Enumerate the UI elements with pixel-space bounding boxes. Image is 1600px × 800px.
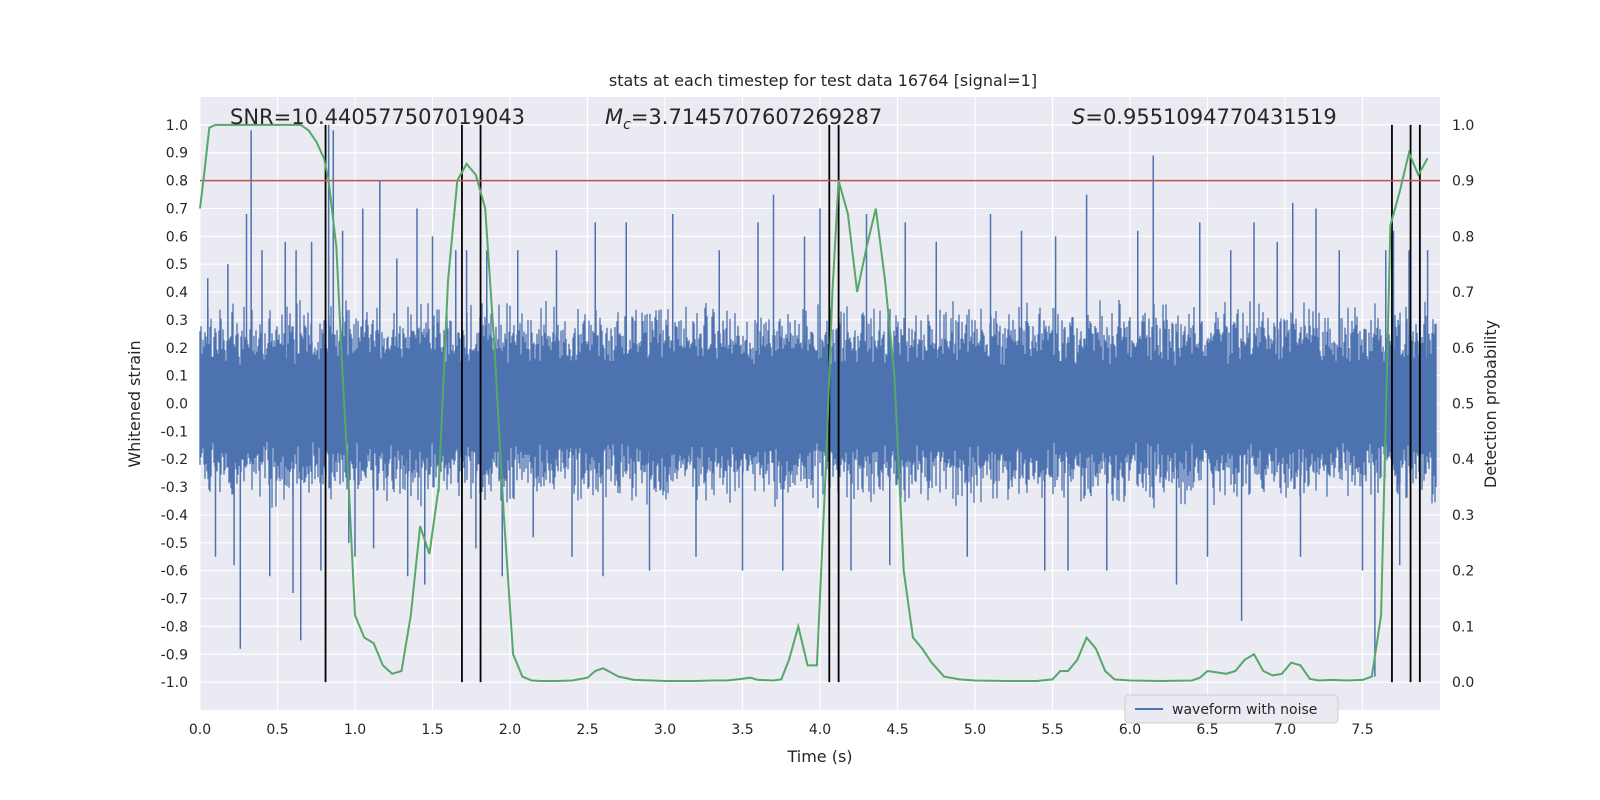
y-left-tick-label: -0.8 [161,619,188,635]
y-right-tick-label: 0.2 [1452,564,1474,580]
x-tick-label: 0.0 [189,722,211,738]
x-tick-label: 2.5 [576,722,598,738]
x-tick-labels: 0.0 0.5 1.0 1.5 2.0 2.5 3.0 3.5 4.0 4.5 5.0 5.5 6.0 6… [189,722,1374,738]
y-left-tick-label: -0.5 [161,536,188,552]
y-left-tick-label: 1.0 [166,118,188,134]
y-left-tick-label: -0.1 [161,424,188,440]
mc-value: =3.7145707607269287 [631,105,882,129]
x-tick-label: 7.5 [1351,722,1373,738]
y-right-tick-label: 0.7 [1452,285,1474,301]
legend: waveform with noise [1124,694,1339,724]
y-left-tick-label: 0.0 [166,397,188,413]
y-left-tick-label: 0.5 [166,257,188,273]
y-left-tick-label: 0.7 [166,201,188,217]
s-value: =0.9551094770431519 [1085,105,1336,129]
y-right-tick-label: 0.4 [1452,452,1474,468]
s-annotation: S=0.9551094770431519 [1072,105,1337,129]
legend-box [1124,694,1339,724]
y-right-tick-label: 0.8 [1452,229,1474,245]
y-left-tick-label: 0.1 [166,369,188,385]
x-tick-label: 5.5 [1041,722,1063,738]
y-left-tick-label: -0.6 [161,564,188,580]
vertical-markers [324,124,1421,683]
y-left-tick-label: 0.3 [166,313,188,329]
x-tick-label: 1.5 [421,722,443,738]
x-tick-label: 4.5 [886,722,908,738]
x-tick-label: 5.0 [964,722,986,738]
y-left-tick-label: 0.8 [166,174,188,190]
mc-symbol: M [605,105,623,129]
x-tick-label: 4.0 [809,722,831,738]
x-tick-label: 3.0 [654,722,676,738]
y-left-tick-label: -0.4 [161,508,188,524]
legend-entry: waveform with noise [1172,702,1317,718]
y-left-tick-label: -1.0 [161,675,188,691]
x-tick-label: 1.0 [344,722,366,738]
y-left-tick-label: -0.2 [161,452,188,468]
x-tick-label: 2.0 [499,722,521,738]
y-right-axis-label: Detection probability [1481,320,1500,488]
x-tick-label: 0.5 [266,722,288,738]
x-tick-label: 6.0 [1119,722,1141,738]
x-axis-label: Time (s) [786,747,852,766]
y-left-tick-label: 0.9 [166,146,188,162]
x-tick-label: 6.5 [1196,722,1218,738]
y-left-tick-label: -0.7 [161,592,188,608]
y-right-tick-label: 0.9 [1452,174,1474,190]
y-right-tick-label: 0.1 [1452,619,1474,635]
y-right-tick-label: 0.0 [1452,675,1474,691]
y-right-tick-label: 0.5 [1452,397,1474,413]
y-left-tick-labels: -1.0 -0.9 -0.8 -0.7 -0.6 -0.5 -0.4 -0.3 -0.2 -0.1… [161,118,188,691]
y-right-tick-label: 1.0 [1452,118,1474,134]
y-left-axis-label: Whitened strain [125,340,144,467]
y-left-tick-label: -0.9 [161,647,188,663]
snr-annotation: SNR=10.440577507019043 [230,105,525,129]
y-right-tick-label: 0.6 [1452,341,1474,357]
waveform-noise-band [199,299,1437,509]
chirp-mass-annotation: Mc=3.7145707607269287 [605,105,882,133]
y-right-tick-label: 0.3 [1452,508,1474,524]
mc-subscript: c [623,117,631,133]
y-left-tick-label: 0.4 [166,285,188,301]
y-left-tick-label: 0.2 [166,341,188,357]
y-left-tick-label: -0.3 [161,480,188,496]
s-symbol: S [1072,105,1085,129]
chart-title: stats at each timestep for test data 167… [609,71,1037,90]
x-tick-label: 3.5 [731,722,753,738]
y-right-tick-labels: 0.0 0.1 0.2 0.3 0.4 0.5 0.6 0.7 0.8 0.9 1.0 [1452,118,1474,691]
detection-probability-line [199,123,1429,683]
y-left-tick-label: 0.6 [166,229,188,245]
x-tick-label: 7.0 [1274,722,1296,738]
